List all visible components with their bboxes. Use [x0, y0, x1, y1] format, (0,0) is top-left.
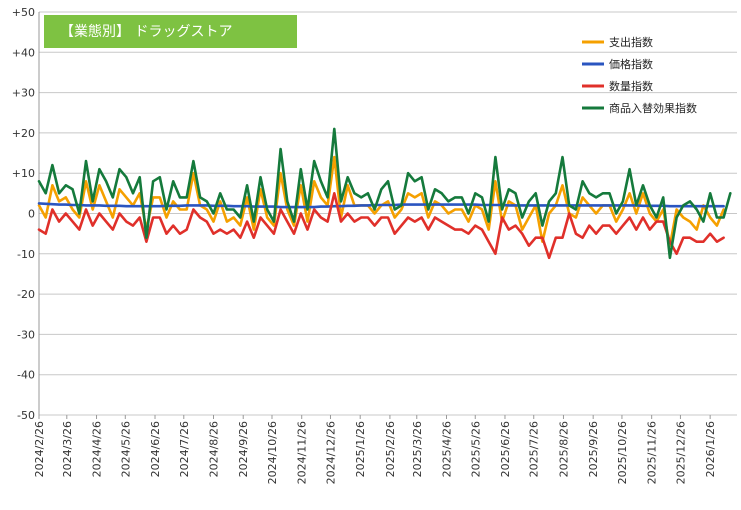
x-tick-label: 2024/8/26 — [208, 421, 221, 477]
x-tick-label: 2025/12/26 — [674, 421, 687, 484]
y-tick-label: +50 — [12, 6, 35, 19]
y-tick-label: +40 — [12, 46, 35, 59]
x-tick-label: 2024/2/26 — [33, 421, 46, 477]
chart-title-box — [44, 15, 297, 48]
y-tick-label: +30 — [12, 87, 35, 100]
legend-label-price: 価格指数 — [609, 57, 653, 71]
x-tick-label: 2024/12/26 — [324, 421, 337, 484]
x-tick-label: 2024/5/26 — [119, 421, 132, 477]
x-tick-label: 2024/4/26 — [91, 421, 104, 477]
series-line-quantity — [37, 192, 725, 260]
series-line-mix — [37, 127, 732, 260]
x-tick-label: 2025/1/26 — [354, 421, 367, 477]
x-tick-label: 2025/5/26 — [469, 421, 482, 477]
x-tick-label: 2024/9/26 — [237, 421, 250, 477]
legend-label-spend: 支出指数 — [609, 35, 653, 49]
legend-label-quantity: 数量指数 — [609, 79, 653, 93]
x-axis-ticks: 2024/2/26 2024/3/26 2024/4/26 2024/5/26 2024… — [33, 415, 717, 484]
x-tick-label: 2025/3/26 — [411, 421, 424, 477]
y-tick-label: -20 — [17, 288, 35, 301]
x-tick-label: 2024/10/26 — [266, 421, 279, 484]
x-tick-label: 2024/3/26 — [61, 421, 74, 477]
chart-title: 【業態別】 ドラッグストア — [44, 15, 297, 48]
x-tick-label: 2024/7/26 — [178, 421, 191, 477]
y-tick-label: +10 — [12, 167, 35, 180]
series-lines — [37, 127, 732, 260]
series-line-price — [37, 202, 725, 209]
y-tick-label: -50 — [17, 409, 35, 422]
y-tick-label: +20 — [12, 127, 35, 140]
x-tick-label: 2025/2/26 — [384, 421, 397, 477]
x-tick-label: 2025/7/26 — [528, 421, 541, 477]
x-tick-label: 2025/8/26 — [557, 421, 570, 477]
x-tick-label: 2024/6/26 — [149, 421, 162, 477]
x-tick-label: 2026/1/26 — [704, 421, 717, 477]
x-tick-label: 2025/4/26 — [440, 421, 453, 477]
x-tick-label: 2025/6/26 — [499, 421, 512, 477]
x-tick-label: 2025/10/26 — [616, 421, 629, 484]
y-tick-label: -10 — [17, 248, 35, 261]
legend-label-mix: 商品入替効果指数 — [609, 101, 697, 115]
y-tick-label: -40 — [17, 369, 35, 382]
y-tick-label: -30 — [17, 328, 35, 341]
y-axis-ticks: +50 +40 +30 +20 +10 0 -10 -20 -30 -40 -50 — [12, 6, 35, 422]
x-tick-label: 2025/11/26 — [646, 421, 659, 484]
y-tick-label: 0 — [28, 208, 35, 221]
chart-title-text: 【業態別】 ドラッグストア — [60, 24, 232, 40]
x-tick-label: 2024/11/26 — [296, 421, 309, 484]
x-tick-label: 2025/9/26 — [587, 421, 600, 477]
